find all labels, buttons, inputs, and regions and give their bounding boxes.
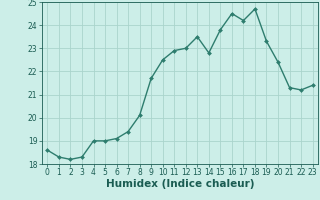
X-axis label: Humidex (Indice chaleur): Humidex (Indice chaleur) [106,179,254,189]
